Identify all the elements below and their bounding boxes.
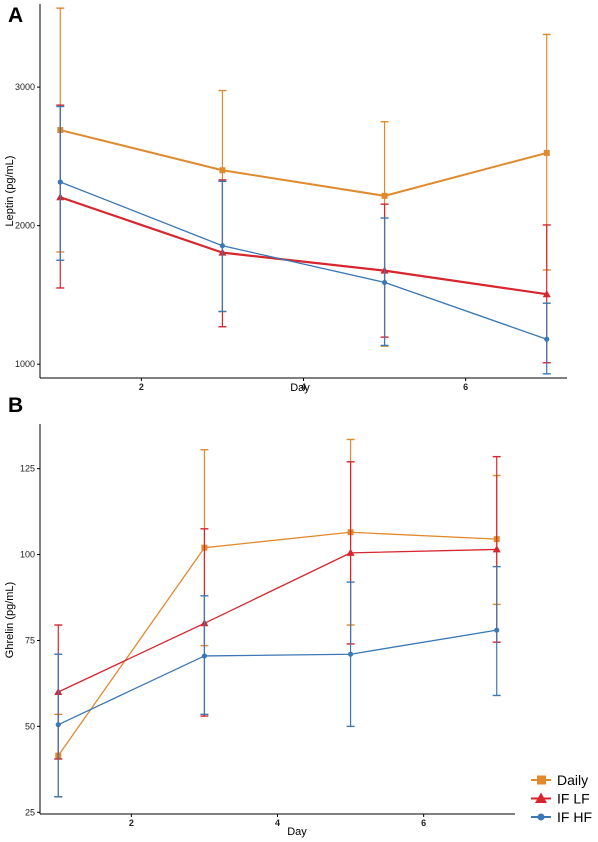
panel-a-y-tick-label: 2000 [15, 221, 35, 231]
panel-a-if-lf-point [542, 289, 551, 298]
panel-b-x-tick-label: 6 [421, 818, 426, 828]
panel-b-if-hf-point [55, 722, 61, 728]
panel-a-if-hf-point [381, 279, 388, 286]
legend-label: Daily [557, 772, 588, 788]
panel-b-if-hf-point [494, 627, 500, 633]
panel-a-daily-point [381, 192, 388, 199]
panel-a-plot-area [56, 7, 551, 375]
panel-b-series-if-lf [54, 455, 501, 760]
legend-square-icon [537, 775, 546, 785]
panel-b-letter: B [8, 394, 23, 417]
panel-a-daily-point [219, 167, 226, 174]
panel-b: B 25 50 75 100 125 2 4 6 Day Ghrelin (pg/mL) [4, 394, 515, 838]
legend-item-daily: Daily [531, 772, 588, 788]
panel-a-ticks: 1000 2000 3000 2 4 6 [15, 82, 468, 392]
panel-a-x-tick-label: 2 [139, 382, 144, 392]
panel-b-if-hf-point [347, 651, 354, 657]
legend: Daily IF LF IF HF [531, 772, 592, 825]
panel-b-if-lf-line [57, 548, 497, 693]
panel-a-y-tick-label: 3000 [15, 82, 35, 92]
panel-b-x-tick-label: 4 [275, 818, 280, 828]
panel-b-plot-area [54, 438, 501, 798]
panel-b-if-lf-point [346, 548, 355, 556]
panel-a-y-tick-label: 1000 [15, 359, 35, 369]
panel-a-series-if-lf [56, 104, 551, 364]
panel-a-if-hf-point [219, 243, 226, 249]
panel-a-daily-line [60, 129, 547, 197]
panel-a-if-hf-point [544, 336, 550, 342]
panel-a-x-tick-label: 4 [301, 382, 306, 392]
panel-b-if-lf-point [492, 545, 501, 553]
panel-b-if-hf-line [57, 629, 497, 726]
panel-a-daily-point [543, 149, 550, 156]
panel-a-y-axis-title: Leptin (pg/mL) [4, 156, 16, 227]
panel-b-y-tick-label: 100 [20, 550, 35, 560]
legend-label: IF HF [557, 809, 592, 825]
panel-a-x-tick-label: 6 [463, 382, 468, 392]
legend-circle-icon [537, 813, 545, 821]
panel-b-x-tick-label: 2 [129, 818, 134, 828]
panel-a-x-axis-title: Day [290, 382, 310, 394]
panel-b-y-tick-label: 50 [25, 721, 35, 731]
panel-a-if-lf-line [59, 196, 547, 296]
panel-b-x-axis-title: Day [287, 826, 307, 838]
panel-b-y-tick-label: 75 [25, 635, 35, 645]
panel-b-ticks: 25 50 75 100 125 2 4 6 [20, 464, 426, 828]
panel-a-series-if-hf [56, 105, 551, 375]
panel-a-letter: A [8, 4, 23, 27]
legend-item-if-lf: IF LF [531, 791, 590, 807]
panel-a-series-daily [56, 7, 551, 347]
legend-label: IF LF [557, 791, 590, 807]
panel-a: A 1000 2000 3000 2 4 6 Day Leptin (pg/mL) [4, 4, 567, 394]
panel-a-if-hf-line [60, 181, 547, 340]
panel-a-if-hf-point [57, 179, 63, 185]
panel-b-y-tick-label: 125 [20, 464, 35, 474]
panel-b-series-if-hf [54, 565, 501, 798]
panel-b-daily-line [57, 531, 497, 756]
panel-b-y-axis-title: Ghrelin (pg/mL) [4, 582, 16, 658]
panel-b-if-hf-point [201, 653, 208, 659]
panel-b-y-tick-label: 25 [25, 807, 35, 817]
panel-b-series-daily [54, 438, 501, 798]
legend-item-if-hf: IF HF [531, 809, 592, 825]
legend-triangle-icon [535, 792, 547, 803]
